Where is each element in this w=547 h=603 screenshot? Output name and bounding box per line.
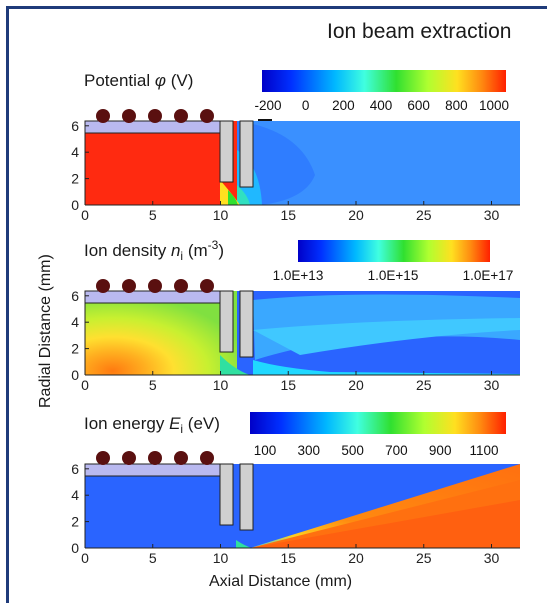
x-tick-label: 25: [416, 207, 432, 223]
y-tick-label: 0: [71, 197, 79, 213]
x-tick-label: 30: [484, 550, 500, 566]
colorbar-tick-label: 0: [302, 98, 310, 113]
coil: [96, 109, 110, 123]
energy-axes: 0 5 10 15 20 25 30 0 2 4 6: [71, 461, 520, 566]
accel-grid-electrode: [239, 120, 254, 188]
colorbar-tick-label: 500: [341, 443, 364, 458]
colorbar-tick-label: 1100: [469, 443, 498, 458]
x-tick-label: 10: [213, 550, 229, 566]
potential-colorbar: [262, 70, 506, 92]
density-axes: 0 5 10 15 20 25 30 0 2 4 6: [71, 288, 520, 393]
x-tick-label: 5: [149, 207, 157, 223]
coil: [200, 109, 214, 123]
coil: [96, 279, 110, 293]
y-tick-label: 2: [71, 341, 79, 357]
colorbar-tick-label: 900: [429, 443, 452, 458]
screen-grid-electrode: [219, 290, 234, 353]
energy-title: Ion energy Ei (eV): [84, 414, 220, 436]
coil: [122, 451, 136, 465]
x-tick-label: 0: [81, 550, 89, 566]
y-tick-label: 6: [71, 461, 79, 477]
colorbar-tick-label: 400: [370, 98, 393, 113]
x-tick-label: 25: [416, 377, 432, 393]
coils: [96, 109, 214, 123]
y-tick-label: 0: [71, 540, 79, 556]
colorbar-tick-label: 800: [445, 98, 468, 113]
screen-grid-electrode: [219, 463, 234, 526]
y-tick-label: 4: [71, 487, 79, 503]
x-tick-label: 15: [280, 377, 296, 393]
coil: [148, 451, 162, 465]
y-tick-label: 4: [71, 144, 79, 160]
coil: [174, 451, 188, 465]
coil: [200, 279, 214, 293]
energy-field: [84, 463, 520, 548]
x-tick-label: 20: [348, 377, 364, 393]
colorbar-tick-label: 300: [298, 443, 321, 458]
y-tick-label: 6: [71, 118, 79, 134]
colorbar-tick-label: 200: [332, 98, 355, 113]
potential-axes: 0 5 10 15 20 25 30 0 2 4 6: [71, 118, 520, 223]
plasma-chamber-wall: [84, 120, 221, 134]
y-tick-label: 0: [71, 367, 79, 383]
coil: [200, 451, 214, 465]
density-colorbar-ticks: 1.0E+13 1.0E+15 1.0E+17: [273, 268, 514, 283]
coil: [148, 279, 162, 293]
x-tick-label: 15: [280, 207, 296, 223]
coil: [122, 109, 136, 123]
figure-title: Ion beam extraction: [327, 20, 511, 43]
x-tick-label: 30: [484, 377, 500, 393]
colorbar-tick-label: 700: [385, 443, 408, 458]
coil: [148, 109, 162, 123]
x-tick-label: 10: [213, 207, 229, 223]
colorbar-tick-label: -200: [254, 98, 281, 113]
y-tick-label: 2: [71, 171, 79, 187]
density-colorbar: [298, 240, 490, 262]
density-title: Ion density ni (m-3): [84, 238, 224, 263]
screen-grid-electrode: [219, 120, 234, 183]
x-tick-label: 15: [280, 550, 296, 566]
x-tick-label: 25: [416, 550, 432, 566]
x-tick-label: 10: [213, 377, 229, 393]
plasma-chamber-wall: [84, 463, 221, 477]
density-field: [84, 290, 520, 375]
coils: [96, 279, 214, 293]
coil: [122, 279, 136, 293]
energy-panel: Ion energy Ei (eV) 100 300 500 700 900 1100 0…: [71, 412, 520, 566]
accel-grid-electrode: [239, 290, 254, 358]
x-tick-label: 0: [81, 207, 89, 223]
x-axis-label: Axial Distance (mm): [209, 573, 352, 590]
y-tick-label: 6: [71, 288, 79, 304]
colorbar-tick-label: 600: [407, 98, 430, 113]
colorbar-tick-label: 1.0E+13: [273, 268, 324, 283]
coils: [96, 451, 214, 465]
energy-colorbar: [250, 412, 506, 434]
coil: [174, 109, 188, 123]
colorbar-tick-label: 100: [254, 443, 277, 458]
colorbar-tick-label: 1.0E+15: [368, 268, 419, 283]
plasma-chamber-wall: [84, 290, 221, 304]
x-tick-label: 30: [484, 207, 500, 223]
x-tick-label: 5: [149, 550, 157, 566]
coil: [174, 279, 188, 293]
y-tick-label: 4: [71, 314, 79, 330]
x-tick-label: 0: [81, 377, 89, 393]
density-panel: Ion density ni (m-3) 1.0E+13 1.0E+15 1.0E+…: [71, 238, 520, 393]
colorbar-tick-label: 1.0E+17: [463, 268, 514, 283]
coil: [96, 451, 110, 465]
x-tick-label: 20: [348, 207, 364, 223]
accel-grid-electrode: [239, 463, 254, 531]
potential-title: Potential φ (V): [84, 71, 193, 90]
x-tick-label: 5: [149, 377, 157, 393]
potential-colorbar-ticks: -200 0 200 400 600 800 1000: [254, 98, 509, 113]
colorbar-tick-label: 1000: [479, 98, 509, 113]
y-axis-label: Radial Distance (mm): [37, 254, 54, 408]
energy-colorbar-ticks: 100 300 500 700 900 1100: [254, 443, 499, 458]
potential-field: [84, 120, 520, 205]
y-tick-label: 2: [71, 514, 79, 530]
x-tick-label: 20: [348, 550, 364, 566]
